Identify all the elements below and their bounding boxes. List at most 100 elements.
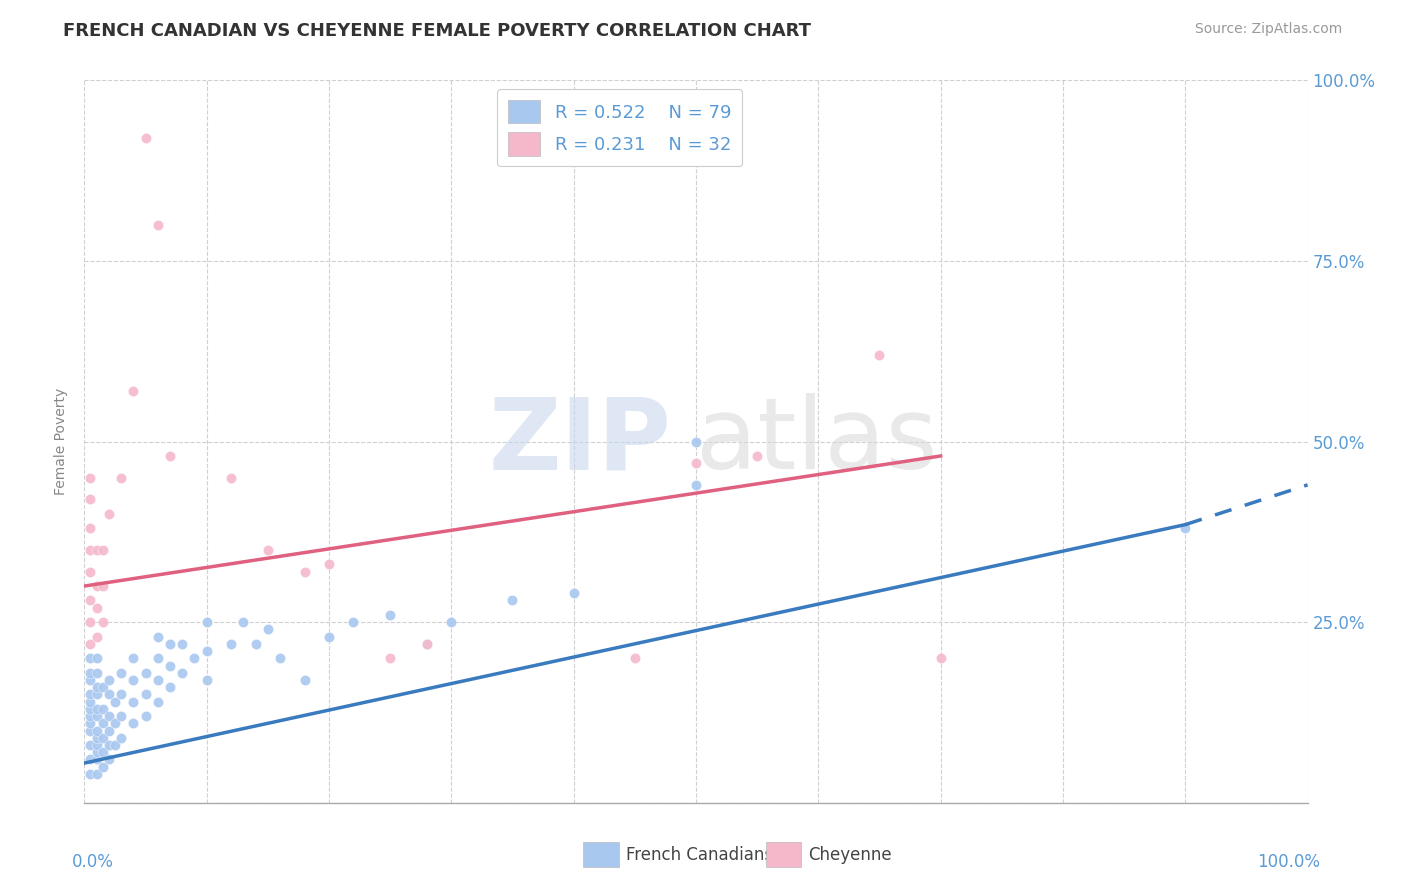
Point [135,665,157,680]
Point [79,767,101,781]
Point [183,651,205,665]
Text: atlas: atlas [696,393,938,490]
Point [318,630,340,644]
Point [257,542,280,557]
Point [110,470,132,484]
Point [122,384,145,398]
Point [86,738,108,752]
Point [104,738,127,752]
Point [146,673,169,687]
Point [79,673,101,687]
Point [416,637,439,651]
Point [86,665,108,680]
Point [159,680,181,694]
Text: French Canadians: French Canadians [626,846,773,863]
Point [318,558,340,572]
Point [159,637,181,651]
Point [110,709,132,723]
Point [79,752,101,766]
Point [135,131,157,145]
Point [79,470,101,484]
Point [269,651,291,665]
Point [97,738,120,752]
Point [104,695,127,709]
Point [110,687,132,701]
Text: Cheyenne: Cheyenne [808,846,891,863]
Text: FRENCH CANADIAN VS CHEYENNE FEMALE POVERTY CORRELATION CHART: FRENCH CANADIAN VS CHEYENNE FEMALE POVER… [63,22,811,40]
Point [502,593,524,607]
Point [122,651,145,665]
Point [195,644,218,658]
Point [86,680,108,694]
Point [146,695,169,709]
Point [135,709,157,723]
Point [79,593,101,607]
Point [624,651,647,665]
Point [91,542,114,557]
Point [685,478,707,492]
Point [86,651,108,665]
Point [219,470,242,484]
Point [86,752,108,766]
Text: Source: ZipAtlas.com: Source: ZipAtlas.com [1195,22,1343,37]
Point [195,615,218,630]
Point [257,623,280,637]
Point [97,752,120,766]
Point [146,630,169,644]
Point [79,492,101,507]
Point [86,723,108,738]
Point [86,767,108,781]
Legend: R = 0.522    N = 79, R = 0.231    N = 32: R = 0.522 N = 79, R = 0.231 N = 32 [498,89,742,167]
Point [440,615,463,630]
Point [86,542,108,557]
Point [146,218,169,232]
Point [122,716,145,731]
Point [97,709,120,723]
Point [685,434,707,449]
Point [79,723,101,738]
Point [159,658,181,673]
Point [97,673,120,687]
Point [86,745,108,759]
Point [91,615,114,630]
Point [380,607,402,622]
Point [91,745,114,759]
Point [416,637,439,651]
Point [1174,521,1197,535]
Point [79,695,101,709]
Point [104,716,127,731]
Point [79,637,101,651]
Point [91,680,114,694]
Point [86,579,108,593]
Point [79,665,101,680]
Point [294,673,316,687]
Point [91,716,114,731]
Point [86,630,108,644]
Point [79,615,101,630]
Point [869,348,891,362]
Point [79,716,101,731]
Point [86,709,108,723]
Point [122,673,145,687]
Point [929,651,952,665]
Point [79,651,101,665]
Point [79,709,101,723]
Point [79,565,101,579]
Point [747,449,769,463]
Point [79,521,101,535]
Text: ZIP: ZIP [489,393,672,490]
Y-axis label: Female Poverty: Female Poverty [55,388,69,495]
Point [294,565,316,579]
Point [685,456,707,470]
Point [91,760,114,774]
Point [245,637,267,651]
Point [219,637,242,651]
Point [97,723,120,738]
Point [91,731,114,745]
Point [342,615,364,630]
Point [110,665,132,680]
Text: 0.0%: 0.0% [72,854,114,871]
Text: 100.0%: 100.0% [1257,854,1320,871]
Point [79,738,101,752]
Point [79,702,101,716]
